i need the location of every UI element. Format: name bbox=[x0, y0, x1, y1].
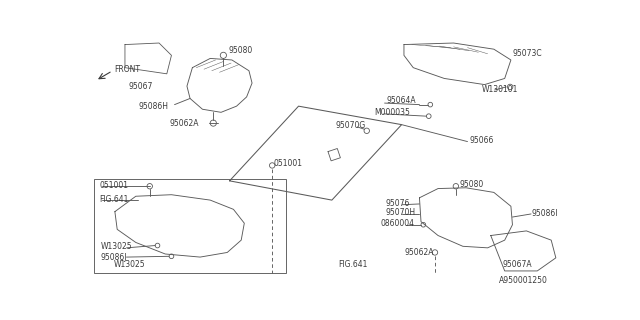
Text: 95067: 95067 bbox=[128, 83, 152, 92]
Text: 051001: 051001 bbox=[274, 159, 303, 168]
Text: FRONT: FRONT bbox=[114, 66, 140, 75]
Text: 95086I: 95086I bbox=[532, 209, 558, 218]
Text: W13025: W13025 bbox=[101, 242, 132, 251]
Text: 95070G: 95070G bbox=[336, 121, 366, 130]
Text: 95062A: 95062A bbox=[170, 119, 200, 128]
Text: 95080: 95080 bbox=[460, 180, 484, 189]
Text: 051001: 051001 bbox=[99, 181, 129, 190]
Text: 95086J: 95086J bbox=[101, 252, 127, 261]
Text: 0860004: 0860004 bbox=[381, 220, 415, 228]
Text: 95076: 95076 bbox=[385, 199, 410, 208]
Text: 95086H: 95086H bbox=[139, 102, 169, 111]
Text: 95073C: 95073C bbox=[513, 49, 542, 58]
Text: 95062A: 95062A bbox=[404, 248, 434, 257]
Text: 95066: 95066 bbox=[469, 136, 493, 145]
Text: 95064A: 95064A bbox=[386, 96, 416, 105]
Text: 95067A: 95067A bbox=[502, 260, 532, 269]
Text: 95080: 95080 bbox=[229, 46, 253, 55]
Text: M000035: M000035 bbox=[374, 108, 410, 117]
Text: A950001250: A950001250 bbox=[499, 276, 547, 285]
Text: FIG.641: FIG.641 bbox=[338, 260, 367, 268]
Text: W130101: W130101 bbox=[481, 85, 518, 94]
Text: W13025: W13025 bbox=[114, 260, 146, 269]
Bar bbox=[94, 179, 286, 273]
Text: 95070H: 95070H bbox=[385, 208, 415, 217]
Text: FIG.641: FIG.641 bbox=[99, 195, 129, 204]
